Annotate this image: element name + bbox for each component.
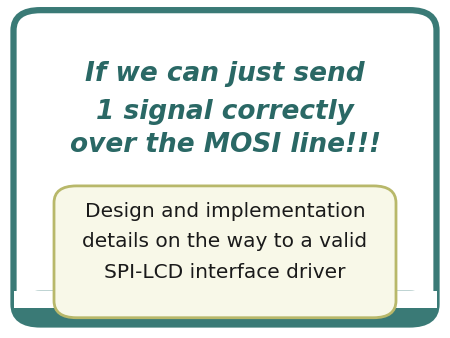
Text: details on the way to a valid: details on the way to a valid — [82, 232, 368, 251]
Text: SPI-LCD interface driver: SPI-LCD interface driver — [104, 263, 346, 282]
Text: Design and implementation: Design and implementation — [85, 202, 365, 221]
Bar — [14, 291, 436, 308]
FancyBboxPatch shape — [14, 10, 436, 324]
Text: If we can just send: If we can just send — [85, 62, 365, 87]
FancyBboxPatch shape — [54, 186, 396, 318]
FancyBboxPatch shape — [14, 291, 436, 324]
Text: 1 signal correctly: 1 signal correctly — [96, 99, 354, 124]
Text: over the MOSI line!!!: over the MOSI line!!! — [69, 132, 381, 158]
